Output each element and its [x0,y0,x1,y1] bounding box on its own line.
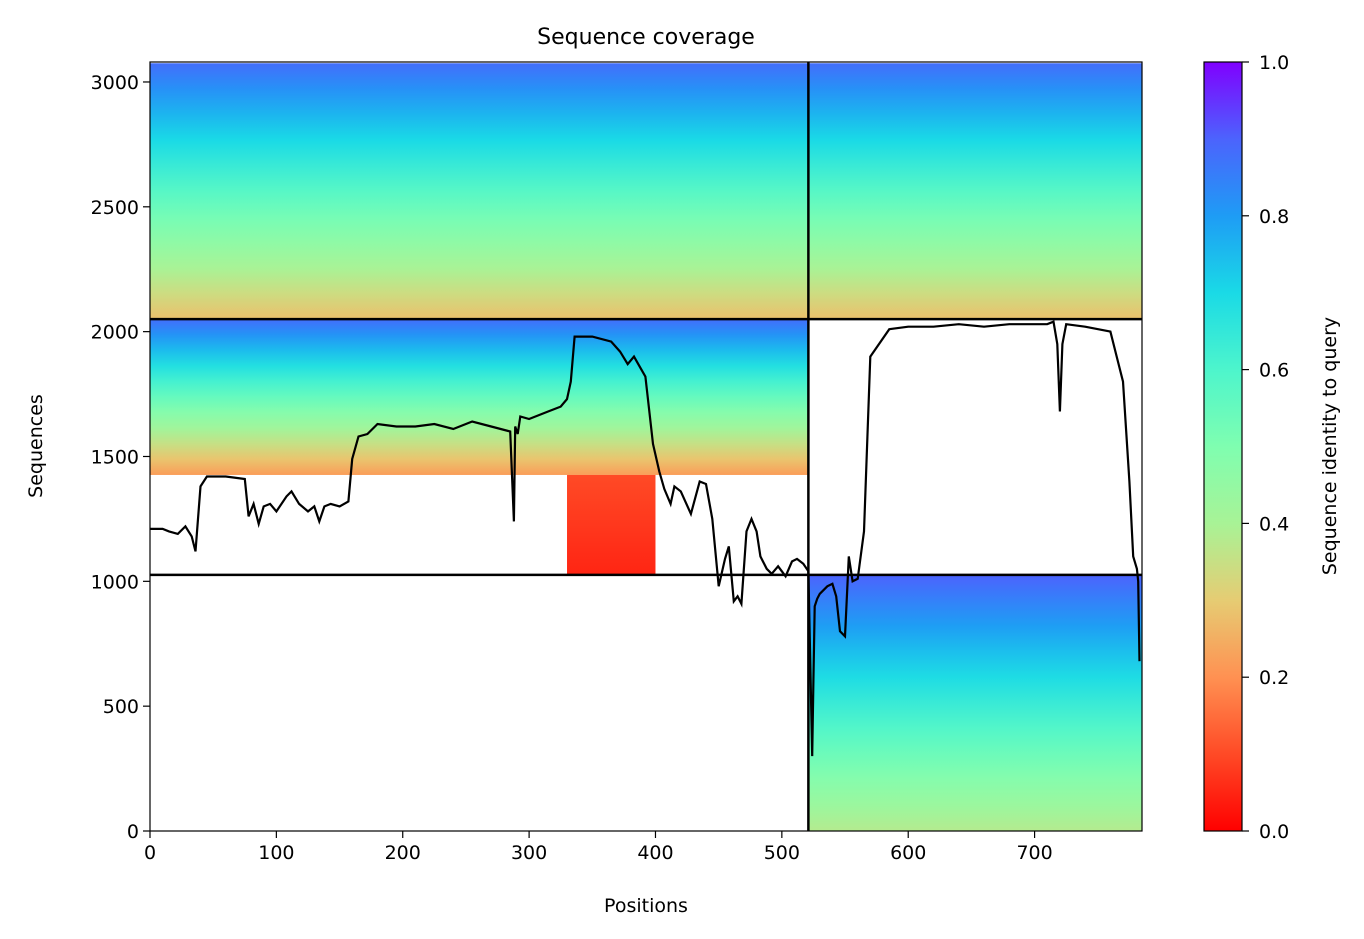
x-tick-label: 500 [764,842,800,864]
colorbar-tick-label: 1.0 [1259,52,1289,74]
colorbar-tick-label: 0.0 [1259,821,1289,843]
y-tick-label: 2500 [91,197,139,219]
heatmap-block [150,63,809,320]
block-boundaries [150,62,1142,831]
heatmap-block [808,574,1142,831]
colorbar-tick-label: 0.6 [1259,360,1289,382]
heatmap-block [808,63,1142,320]
colorbar [1203,61,1243,832]
x-tick-label: 200 [385,842,421,864]
colorbar-tick-label: 0.8 [1259,206,1289,228]
x-tick-label: 600 [890,842,926,864]
chart-title: Sequence coverage [537,25,755,50]
colorbar-ticks: 0.0 0.2 0.4 0.6 0.8 1.0 [1242,52,1289,843]
x-tick-label: 700 [1016,842,1052,864]
heatmap-block [150,319,809,475]
y-axis-label: Sequences [25,394,47,498]
x-tick-label: 0 [144,842,156,864]
x-axis-label: Positions [604,895,688,917]
colorbar-tick-label: 0.4 [1259,513,1289,535]
y-tick-label: 0 [127,821,139,843]
y-tick-label: 2000 [91,322,139,344]
colorbar-tick-label: 0.2 [1259,667,1289,689]
coverage-heatmap [150,63,1142,831]
y-tick-label: 500 [103,696,139,718]
heatmap-block [567,474,656,575]
x-axis: 0 100 200 300 400 500 600 700 [144,831,1053,864]
x-tick-label: 300 [511,842,547,864]
y-axis: 0 500 1000 1500 2000 2500 3000 [91,72,150,843]
x-tick-label: 100 [258,842,294,864]
y-tick-label: 1000 [91,571,139,593]
y-tick-label: 3000 [91,72,139,94]
y-tick-label: 1500 [91,446,139,468]
colorbar-label: Sequence identity to query [1319,317,1341,575]
coverage-line [150,320,1141,757]
plot-frame [149,61,1143,832]
x-tick-label: 400 [637,842,673,864]
